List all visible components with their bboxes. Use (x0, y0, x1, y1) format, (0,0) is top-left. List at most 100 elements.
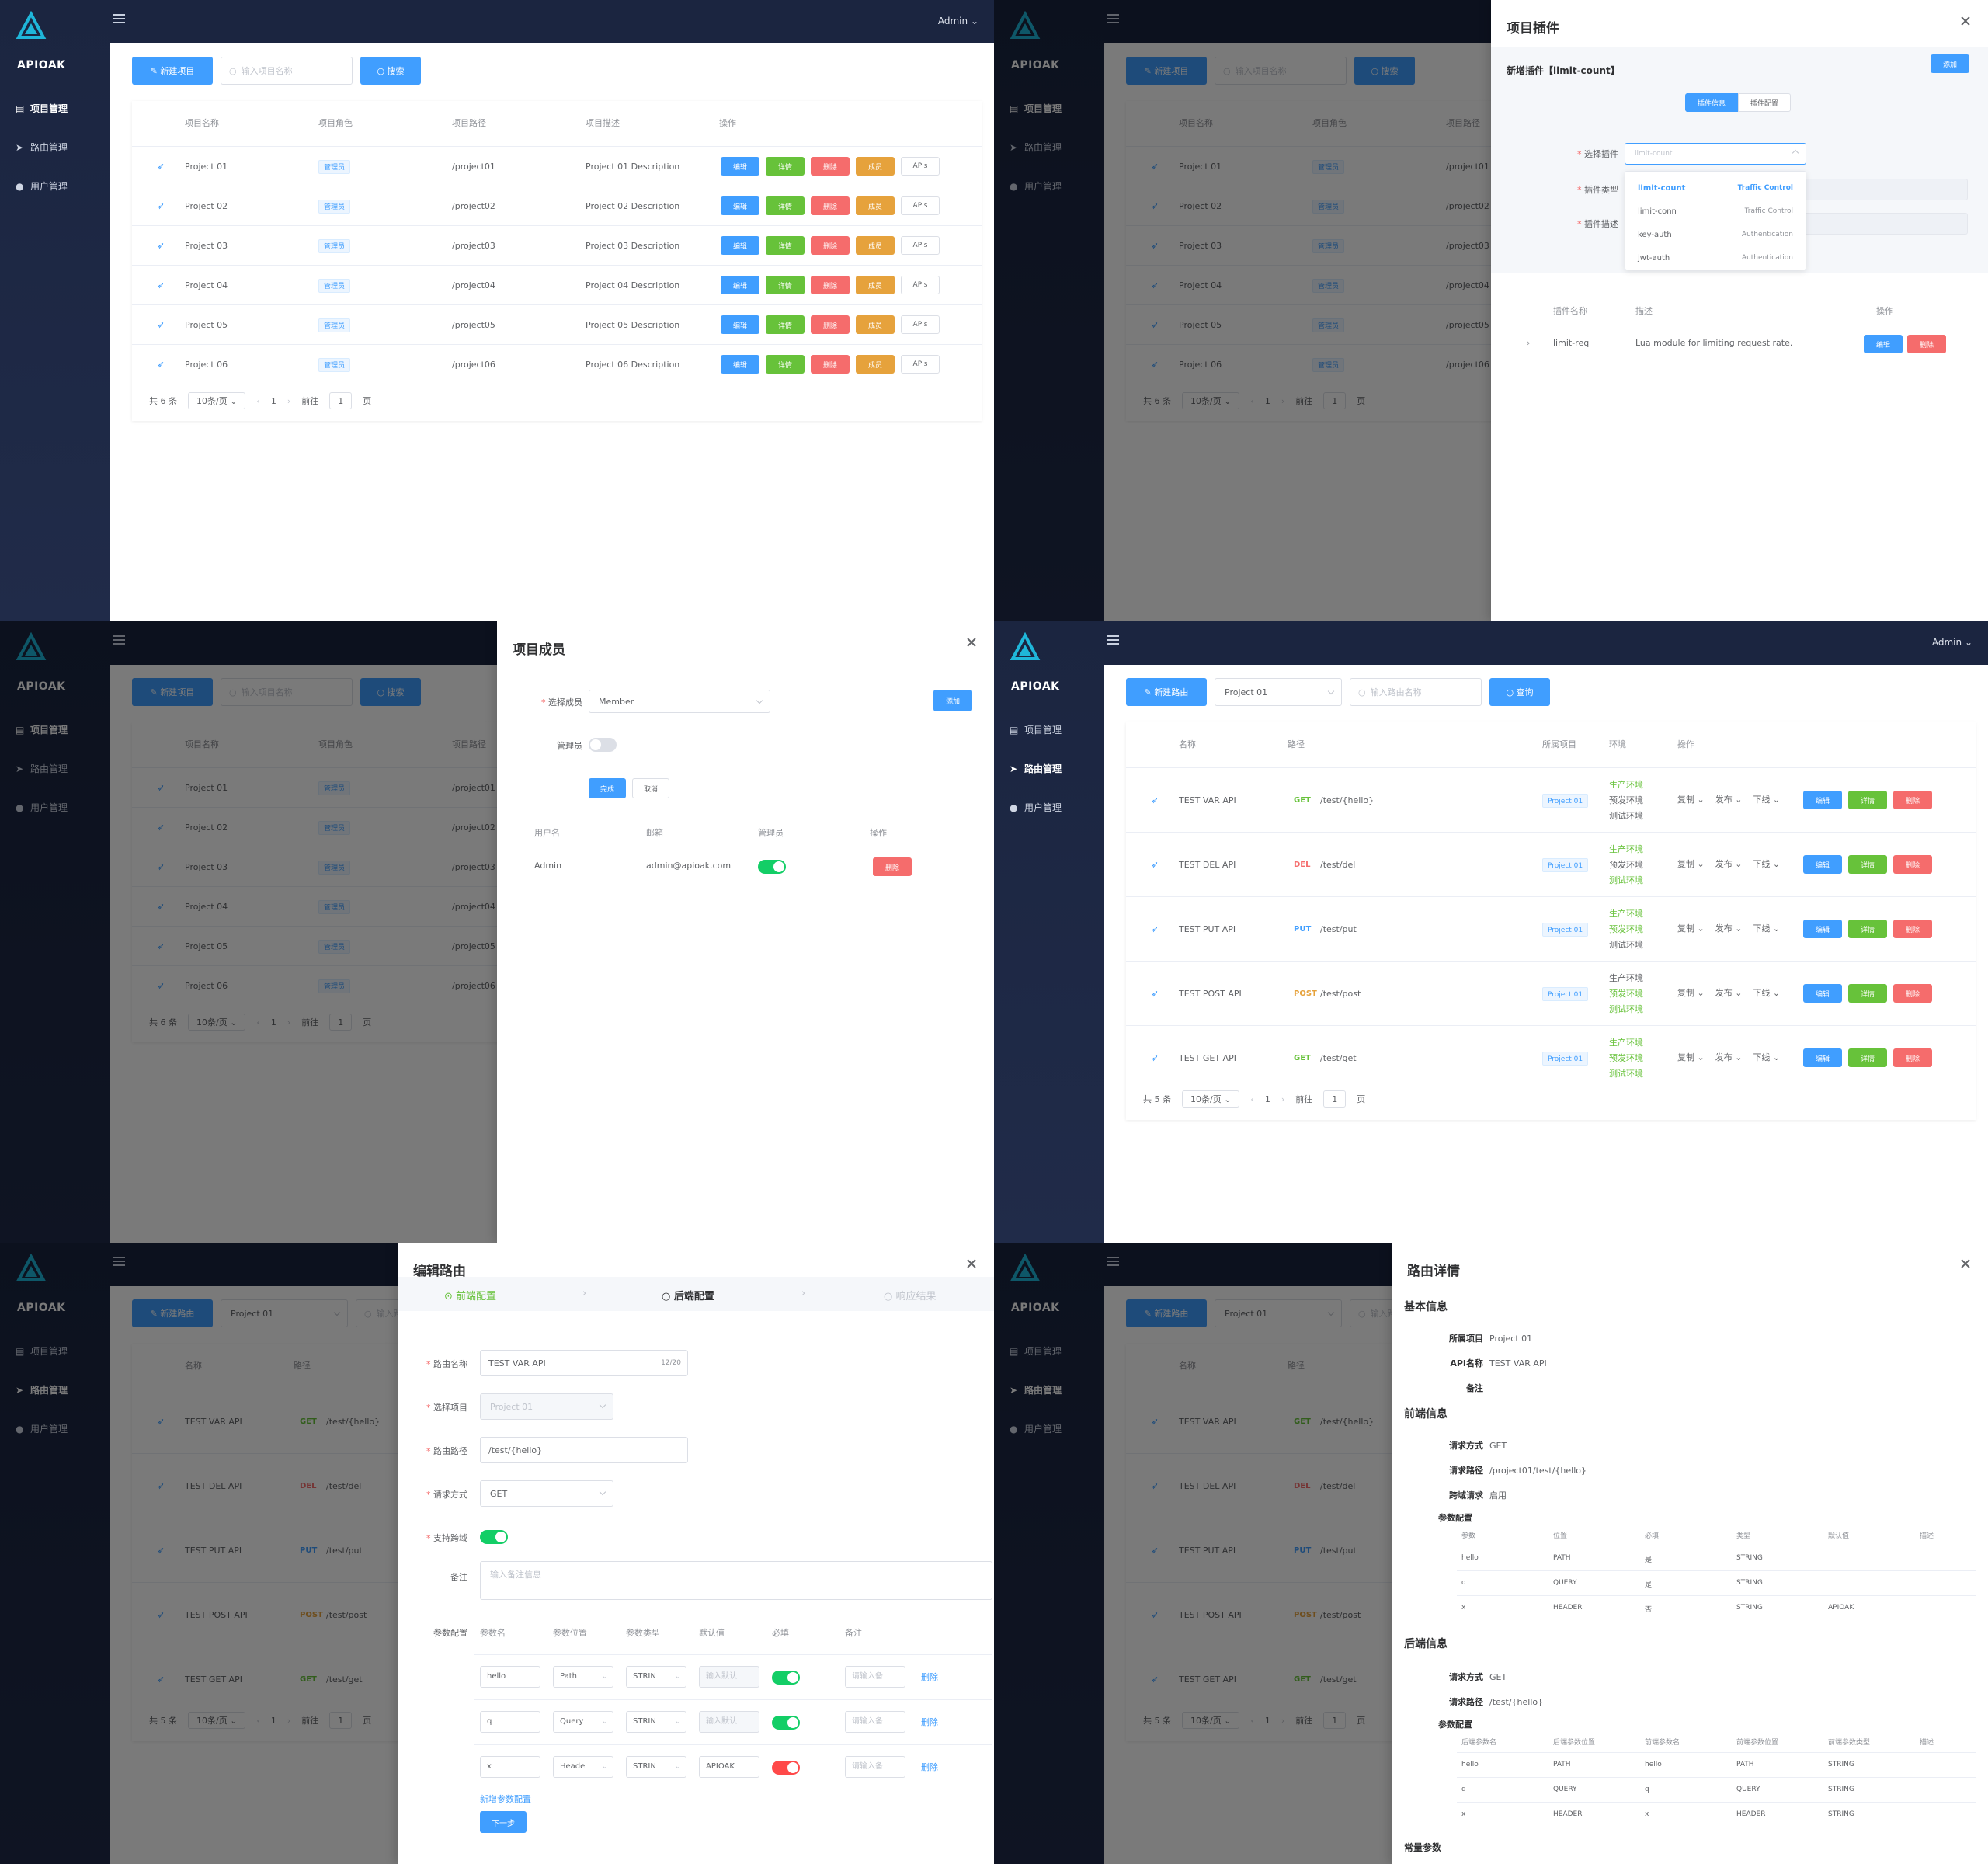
apis-button[interactable]: APIs (901, 315, 940, 334)
delete-param-link[interactable]: 删除 (921, 1672, 938, 1682)
param-note-input[interactable]: 请输入备 (845, 1666, 905, 1688)
edit-button[interactable]: 编辑 (1803, 984, 1842, 1003)
members-button[interactable]: 成员 (856, 236, 895, 255)
route-search-input[interactable]: ○输入路由名称 (1350, 678, 1482, 706)
op-dropdown[interactable]: 复制 (1677, 857, 1705, 870)
apis-button[interactable]: APIs (901, 157, 940, 176)
op-dropdown[interactable]: 下线 (1753, 857, 1780, 870)
detail-button[interactable]: 详情 (1848, 920, 1887, 938)
edit-button[interactable]: 编辑 (1864, 335, 1903, 353)
plugin-select[interactable]: limit-count (1625, 143, 1806, 165)
edit-button[interactable]: 编辑 (1803, 1048, 1842, 1067)
goto-input[interactable]: 1 (329, 392, 353, 409)
page-number[interactable]: 1 (1264, 1094, 1270, 1104)
prev-page-icon[interactable]: ‹ (256, 395, 260, 406)
detail-button[interactable]: 详情 (1848, 1048, 1887, 1067)
delete-button[interactable]: 删除 (811, 276, 850, 294)
project-filter-select[interactable]: Project 01 (1215, 678, 1342, 706)
param-note-input[interactable]: 请输入备 (845, 1711, 905, 1733)
detail-button[interactable]: 详情 (1848, 855, 1887, 874)
tab-plugin-config[interactable]: 插件配置 (1738, 93, 1791, 112)
menu-item-routes[interactable]: ➤路由管理 (1010, 763, 1062, 775)
project-search-input[interactable]: ○输入项目名称 (221, 57, 353, 85)
detail-button[interactable]: 详情 (766, 236, 805, 255)
delete-button[interactable]: 删除 (811, 157, 850, 176)
plugin-option[interactable]: jwt-auth Authentication (1625, 248, 1806, 270)
route-path-input[interactable]: /test/{hello} (480, 1437, 688, 1463)
delete-button[interactable]: 删除 (1893, 1048, 1932, 1067)
param-type-select[interactable]: STRIN ⌄ (626, 1711, 686, 1733)
next-page-icon[interactable]: › (1281, 1094, 1285, 1104)
delete-button[interactable]: 删除 (1893, 920, 1932, 938)
param-name-input[interactable]: hello (480, 1666, 540, 1688)
menu-toggle-icon[interactable] (1107, 635, 1119, 646)
delete-param-link[interactable]: 删除 (921, 1762, 938, 1772)
detail-button[interactable]: 详情 (766, 157, 805, 176)
edit-button[interactable]: 编辑 (721, 236, 759, 255)
delete-button[interactable]: 删除 (873, 857, 912, 876)
page-number[interactable]: 1 (270, 395, 276, 406)
default-input[interactable]: APIOAK (699, 1756, 759, 1778)
edit-button[interactable]: 编辑 (1803, 920, 1842, 938)
op-dropdown[interactable]: 下线 (1753, 1051, 1780, 1063)
admin-switch[interactable] (589, 738, 617, 752)
param-position-select[interactable]: Query ⌄ (553, 1711, 613, 1733)
delete-button[interactable]: 删除 (811, 196, 850, 215)
plugin-option[interactable]: limit-count Traffic Control (1625, 178, 1806, 200)
note-textarea[interactable]: 输入备注信息 (480, 1561, 992, 1600)
param-type-select[interactable]: STRIN ⌄ (626, 1666, 686, 1688)
required-switch[interactable] (772, 1671, 800, 1685)
plugin-option[interactable]: key-auth Authentication (1625, 224, 1806, 246)
user-menu[interactable]: Admin ⌄ (1931, 637, 1972, 648)
param-note-input[interactable]: 请输入备 (845, 1756, 905, 1778)
search-button[interactable]: ○ 搜索 (360, 57, 421, 85)
menu-item-projects[interactable]: ▤项目管理 (16, 103, 68, 115)
required-switch[interactable] (772, 1761, 800, 1775)
menu-item-routes[interactable]: ➤路由管理 (16, 141, 68, 154)
query-button[interactable]: ○ 查询 (1489, 678, 1550, 706)
next-page-icon[interactable]: › (287, 395, 291, 406)
menu-toggle-icon[interactable] (113, 14, 125, 25)
delete-param-link[interactable]: 删除 (921, 1717, 938, 1727)
op-dropdown[interactable]: 下线 (1753, 922, 1780, 934)
edit-button[interactable]: 编辑 (721, 196, 759, 215)
apis-button[interactable]: APIs (901, 355, 940, 374)
op-dropdown[interactable]: 发布 (1715, 986, 1743, 999)
delete-button[interactable]: 删除 (811, 315, 850, 334)
edit-button[interactable]: 编辑 (1803, 855, 1842, 874)
detail-button[interactable]: 详情 (766, 276, 805, 294)
page-size-select[interactable]: 10条/页 ⌄ (188, 392, 246, 409)
menu-item-users[interactable]: ●用户管理 (16, 180, 68, 193)
apis-button[interactable]: APIs (901, 196, 940, 215)
param-type-select[interactable]: STRIN ⌄ (626, 1756, 686, 1778)
param-name-input[interactable]: q (480, 1711, 540, 1733)
admin-toggle[interactable] (758, 860, 786, 874)
param-name-input[interactable]: x (480, 1756, 540, 1778)
cancel-button[interactable]: 取消 (632, 778, 669, 798)
param-position-select[interactable]: Path ⌄ (553, 1666, 613, 1688)
op-dropdown[interactable]: 下线 (1753, 793, 1780, 805)
op-dropdown[interactable]: 发布 (1715, 793, 1743, 805)
add-member-button[interactable]: 添加 (933, 690, 972, 711)
op-dropdown[interactable]: 复制 (1677, 986, 1705, 999)
detail-button[interactable]: 详情 (1848, 984, 1887, 1003)
apis-button[interactable]: APIs (901, 276, 940, 294)
delete-button[interactable]: 删除 (1893, 855, 1932, 874)
delete-button[interactable]: 删除 (1907, 335, 1946, 353)
new-project-button[interactable]: ✎ 新建项目 (132, 57, 213, 85)
prev-page-icon[interactable]: ‹ (1250, 1094, 1254, 1104)
op-dropdown[interactable]: 复制 (1677, 793, 1705, 805)
edit-button[interactable]: 编辑 (721, 355, 759, 374)
close-icon[interactable] (966, 637, 977, 648)
edit-button[interactable]: 编辑 (721, 315, 759, 334)
delete-button[interactable]: 删除 (811, 236, 850, 255)
detail-button[interactable]: 详情 (1848, 791, 1887, 809)
expand-icon[interactable]: › (1527, 338, 1531, 348)
tab-plugin-info[interactable]: 插件信息 (1685, 93, 1738, 112)
delete-button[interactable]: 删除 (1893, 984, 1932, 1003)
method-select[interactable]: GET (480, 1480, 613, 1507)
edit-button[interactable]: 编辑 (721, 276, 759, 294)
detail-button[interactable]: 详情 (766, 315, 805, 334)
required-switch[interactable] (772, 1716, 800, 1730)
default-input[interactable]: 输入默认 (699, 1711, 759, 1733)
